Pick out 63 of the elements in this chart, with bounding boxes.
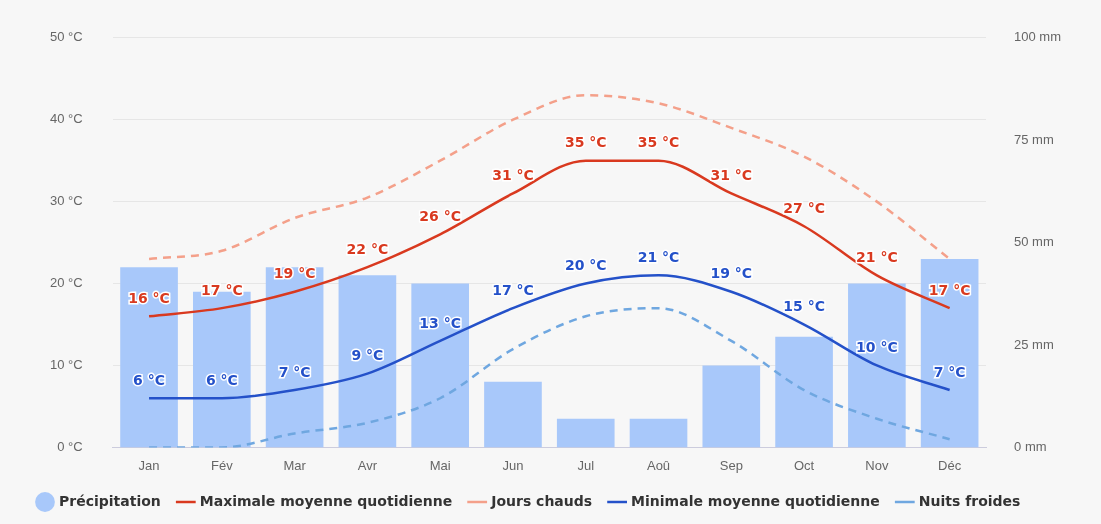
data-label: 31 °C <box>492 167 534 184</box>
x-tick-label: Jul <box>577 457 595 473</box>
y2-tick-label: 50 mm <box>1014 234 1054 250</box>
data-label: 17 °C <box>201 281 243 298</box>
y2-tick-label: 75 mm <box>1014 131 1054 147</box>
legend-label: Jours chauds <box>490 492 593 509</box>
data-label: 21 °C <box>856 249 898 266</box>
x-tick-label: Nov <box>865 457 889 473</box>
data-label: 35 °C <box>564 134 607 151</box>
y2-tick-label: 25 mm <box>1014 336 1054 352</box>
legend-label: Nuits froides <box>918 492 1021 509</box>
bar <box>775 336 833 448</box>
y2-tick-label: 100 mm <box>1014 29 1062 45</box>
data-label: 7 °C <box>278 363 311 380</box>
data-label: 21 °C <box>637 249 680 266</box>
bar <box>629 418 688 448</box>
line-series <box>147 93 951 261</box>
y-tick-label: 50 °C <box>49 29 83 45</box>
data-label: 27 °C <box>783 199 825 216</box>
x-tick-label: Mar <box>283 457 307 473</box>
data-label: 10 °C <box>856 339 898 356</box>
bar <box>120 267 178 448</box>
line-series <box>147 159 951 318</box>
y-tick-label: 0 °C <box>57 438 83 454</box>
legend-label: Précipitation <box>59 492 161 509</box>
bar <box>556 418 615 448</box>
x-tick-label: Avr <box>357 457 378 473</box>
x-tick-label: Sep <box>719 457 743 473</box>
bar <box>848 283 906 448</box>
legend-label: Maximale moyenne quotidienne <box>199 492 453 509</box>
x-tick-label: Mai <box>429 457 451 473</box>
data-label: 7 °C <box>933 363 966 380</box>
y-tick-label: 10 °C <box>49 357 83 373</box>
data-label: 19 °C <box>710 265 753 282</box>
data-label: 35 °C <box>637 134 680 151</box>
data-label: 6 °C <box>205 371 238 388</box>
bar <box>411 283 469 448</box>
data-label: 22 °C <box>346 240 389 257</box>
y-tick-label: 40 °C <box>49 111 83 127</box>
data-label: 9 °C <box>351 347 384 364</box>
x-tick-label: Oct <box>793 457 815 473</box>
y2-tick-label: 0 mm <box>1014 438 1047 454</box>
data-label: 16 °C <box>128 289 170 306</box>
data-label: 31 °C <box>710 167 753 184</box>
data-label: 17 °C <box>928 281 971 298</box>
bar <box>484 381 542 448</box>
data-label: 20 °C <box>564 257 607 274</box>
data-label: 15 °C <box>783 298 825 315</box>
data-label: 17 °C <box>492 281 534 298</box>
x-tick-label: Jan <box>138 457 160 473</box>
y-tick-label: 20 °C <box>49 275 83 291</box>
bar <box>338 275 397 448</box>
x-tick-label: Jun <box>502 457 524 473</box>
x-tick-label: Fév <box>211 457 234 473</box>
x-tick-label: Déc <box>938 457 962 473</box>
data-label: 6 °C <box>133 371 165 388</box>
data-label: 19 °C <box>273 265 316 282</box>
x-tick-label: Aoû <box>646 457 671 473</box>
bar <box>702 365 761 448</box>
legend-label: Minimale moyenne quotidienne <box>631 492 880 509</box>
data-label: 13 °C <box>419 314 461 331</box>
y-tick-label: 30 °C <box>49 193 83 209</box>
data-label: 26 °C <box>419 208 461 225</box>
